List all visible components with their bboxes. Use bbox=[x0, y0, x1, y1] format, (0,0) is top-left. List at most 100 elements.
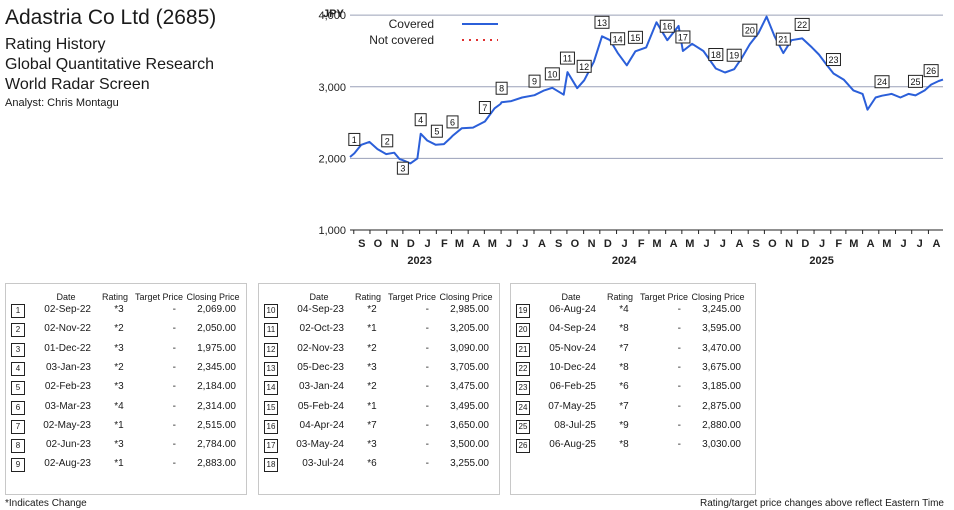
row-rating: *1 bbox=[114, 419, 124, 431]
rating-marker-label: 5 bbox=[434, 127, 439, 137]
row-closing-price: 2,184.00 bbox=[197, 381, 236, 393]
row-date: 04-Sep-24 bbox=[549, 323, 596, 335]
table-row: 6 03-Mar-23 *4 - 2,314.00 bbox=[6, 400, 246, 415]
row-rating: *4 bbox=[114, 400, 124, 412]
row-closing-price: 3,705.00 bbox=[450, 361, 489, 373]
rating-marker-label: 12 bbox=[579, 62, 589, 72]
row-target-price: - bbox=[425, 304, 429, 315]
row-number-box: 23 bbox=[516, 381, 530, 396]
year-label: 2023 bbox=[407, 255, 431, 267]
row-target-price: - bbox=[172, 361, 176, 373]
table-row: 19 06-Aug-24 *4 - 3,245.00 bbox=[511, 303, 755, 318]
rating-marker-label: 26 bbox=[926, 66, 936, 76]
rating-marker bbox=[675, 30, 691, 44]
row-rating: *7 bbox=[367, 419, 377, 431]
row-closing-price: 1,975.00 bbox=[197, 342, 236, 354]
table-row: 15 05-Feb-24 *1 - 3,495.00 bbox=[259, 400, 499, 415]
year-label: 2025 bbox=[809, 255, 833, 267]
rating-marker bbox=[708, 48, 724, 62]
row-rating: *3 bbox=[114, 304, 124, 315]
row-rating: *6 bbox=[619, 381, 629, 393]
row-target-price: - bbox=[172, 323, 176, 335]
row-date: 02-Aug-23 bbox=[44, 458, 91, 470]
rating-marker-label: 8 bbox=[499, 84, 504, 94]
row-target-price: - bbox=[425, 342, 429, 354]
row-closing-price: 3,090.00 bbox=[450, 342, 489, 354]
row-rating: *3 bbox=[114, 439, 124, 451]
x-tick-label: D bbox=[801, 238, 809, 250]
table-row: 1 02-Sep-22 *3 - 2,069.00 bbox=[6, 303, 246, 318]
row-rating: *2 bbox=[114, 361, 124, 373]
row-date: 06-Aug-25 bbox=[549, 439, 596, 451]
row-date: 03-Mar-23 bbox=[44, 400, 91, 412]
table-row: 8 02-Jun-23 *3 - 2,784.00 bbox=[6, 438, 246, 454]
header-closing-price: Closing Price bbox=[439, 292, 493, 302]
row-target-price: - bbox=[677, 381, 681, 393]
subtitle-rating-history: Rating History bbox=[5, 36, 106, 53]
table-row: 21 05-Nov-24 *7 - 3,470.00 bbox=[511, 342, 755, 357]
year-label: 2024 bbox=[612, 255, 637, 267]
rating-marker bbox=[381, 134, 394, 148]
x-tick-label: J bbox=[917, 238, 923, 250]
table-row: 10 04-Sep-23 *2 - 2,985.00 bbox=[259, 303, 499, 318]
row-date: 02-Jun-23 bbox=[45, 439, 91, 451]
x-tick-label: M bbox=[849, 238, 858, 250]
subtitle-research: Global Quantitative Research bbox=[5, 56, 214, 73]
rating-marker-label: 16 bbox=[662, 22, 672, 32]
rating-marker-label: 7 bbox=[482, 103, 487, 113]
row-number-box: 2 bbox=[11, 323, 25, 338]
row-number-box: 11 bbox=[264, 323, 278, 338]
row-rating: *1 bbox=[367, 323, 377, 335]
row-closing-price: 2,875.00 bbox=[702, 400, 741, 412]
row-closing-price: 2,784.00 bbox=[197, 439, 236, 451]
row-number-box: 12 bbox=[264, 342, 278, 357]
table-row: 3 01-Dec-22 *3 - 1,975.00 bbox=[6, 342, 246, 357]
row-rating: *3 bbox=[367, 439, 377, 451]
header-date: Date bbox=[309, 292, 329, 302]
x-tick-label: N bbox=[785, 238, 793, 250]
y-axis-label: JPY bbox=[323, 8, 344, 20]
rating-marker bbox=[576, 59, 592, 73]
rating-marker-label: 14 bbox=[613, 34, 623, 44]
rating-marker-label: 19 bbox=[729, 51, 739, 61]
x-tick-label: A bbox=[736, 238, 744, 250]
table-row: 23 06-Feb-25 *6 - 3,185.00 bbox=[511, 380, 755, 396]
row-closing-price: 3,500.00 bbox=[450, 439, 489, 451]
row-number-box: 10 bbox=[264, 304, 278, 318]
row-closing-price: 2,883.00 bbox=[197, 458, 236, 470]
x-tick-label: J bbox=[621, 238, 627, 250]
rating-marker bbox=[544, 67, 560, 81]
rating-marker bbox=[726, 48, 742, 62]
row-closing-price: 3,470.00 bbox=[702, 342, 741, 354]
table-row: 14 03-Jan-24 *2 - 3,475.00 bbox=[259, 380, 499, 396]
row-date: 04-Sep-23 bbox=[297, 304, 344, 315]
row-closing-price: 3,205.00 bbox=[450, 323, 489, 335]
row-closing-price: 2,985.00 bbox=[450, 304, 489, 315]
row-date: 08-Jul-25 bbox=[554, 419, 596, 431]
row-number-box: 16 bbox=[264, 419, 278, 434]
row-target-price: - bbox=[425, 361, 429, 373]
rating-panel: Date Rating Target Price Closing Price 10 04-… bbox=[258, 283, 500, 495]
table-row: 20 04-Sep-24 *8 - 3,595.00 bbox=[511, 322, 755, 338]
table-row: 17 03-May-24 *3 - 3,500.00 bbox=[259, 438, 499, 454]
x-tick-label: J bbox=[819, 238, 825, 250]
x-tick-label: A bbox=[538, 238, 546, 250]
row-target-price: - bbox=[425, 458, 429, 470]
y-tick-label: 4,000 bbox=[318, 10, 346, 22]
row-closing-price: 2,880.00 bbox=[702, 419, 741, 431]
row-target-price: - bbox=[677, 361, 681, 373]
header-closing-price: Closing Price bbox=[186, 292, 240, 302]
row-rating: *3 bbox=[114, 381, 124, 393]
row-rating: *4 bbox=[619, 304, 629, 315]
x-tick-label: A bbox=[472, 238, 480, 250]
rating-marker-label: 4 bbox=[418, 115, 423, 125]
row-rating: *8 bbox=[619, 323, 629, 335]
row-number-box: 1 bbox=[11, 304, 25, 318]
row-target-price: - bbox=[425, 400, 429, 412]
rating-marker bbox=[627, 30, 643, 44]
row-rating: *7 bbox=[619, 342, 629, 354]
row-target-price: - bbox=[425, 323, 429, 335]
row-target-price: - bbox=[425, 419, 429, 431]
row-target-price: - bbox=[172, 419, 176, 431]
